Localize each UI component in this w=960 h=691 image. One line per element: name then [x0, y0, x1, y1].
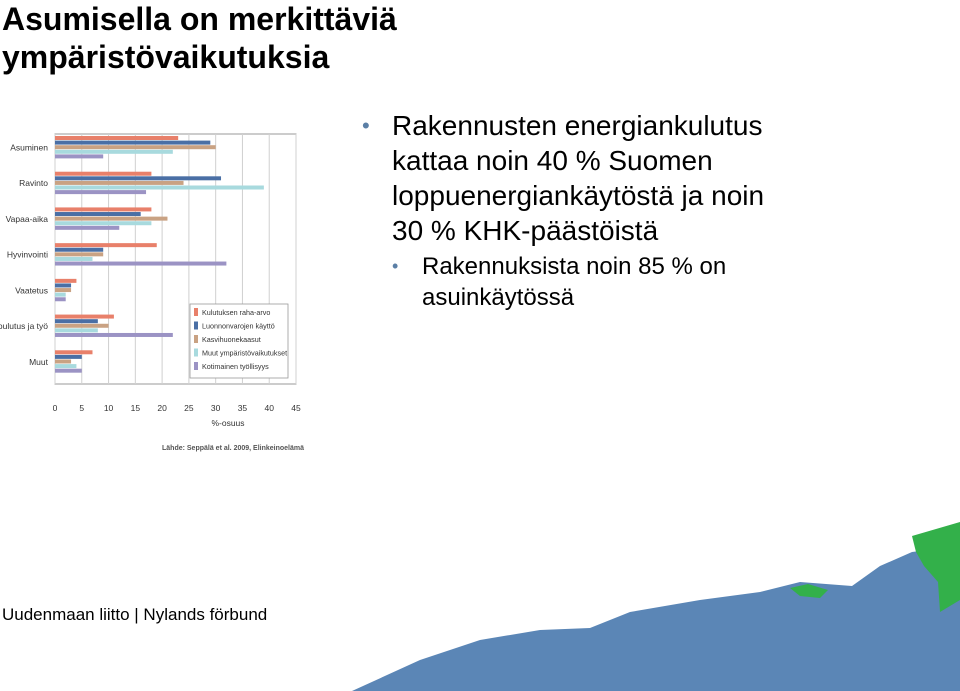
- x-tick-label: 20: [157, 403, 167, 413]
- land-shape: [912, 522, 960, 612]
- category-label: Vaatetus: [15, 285, 48, 295]
- legend-label: Luonnonvarojen käyttö: [202, 322, 275, 331]
- bar: [55, 314, 114, 319]
- bar: [55, 247, 104, 252]
- bar: [55, 368, 82, 373]
- legend-swatch: [194, 335, 198, 343]
- x-tick-label: 40: [264, 403, 274, 413]
- x-tick-label: 30: [211, 403, 221, 413]
- sub-bullet-residential: • Rakennuksista noin 85 % on asuinkäytös…: [362, 251, 952, 313]
- x-tick-label: 15: [131, 403, 141, 413]
- sea-shape: [352, 546, 960, 691]
- legend-label: Kulutuksen raha-arvo: [202, 308, 270, 317]
- bar: [55, 149, 173, 154]
- bar: [55, 278, 77, 283]
- title-line-2: ympäristövaikutuksia: [2, 39, 330, 75]
- bar: [55, 243, 157, 248]
- bar: [55, 323, 109, 328]
- bar: [55, 145, 216, 150]
- bar: [55, 171, 152, 176]
- bullet-marker-icon: •: [362, 113, 370, 138]
- bar: [55, 359, 72, 364]
- bar: [55, 216, 168, 221]
- sub-bullet-line: asuinkäytössä: [422, 284, 575, 311]
- footer-organization: Uudenmaan liitto | Nylands förbund: [2, 605, 268, 624]
- bar: [55, 185, 264, 190]
- category-label: Muut: [29, 357, 49, 367]
- legend-swatch: [194, 362, 198, 370]
- x-tick-label: 45: [291, 403, 301, 413]
- x-tick-label: 5: [79, 403, 84, 413]
- category-label: Ravinto: [19, 178, 48, 188]
- bar: [55, 319, 98, 324]
- legend-box: [189, 303, 289, 379]
- bar: [55, 225, 120, 230]
- category-label: Vapaa-aika: [6, 214, 49, 224]
- legend-swatch: [194, 308, 198, 316]
- bar: [55, 261, 227, 266]
- bar: [55, 354, 82, 359]
- bar: [55, 207, 152, 212]
- chart-source: Lähde: Seppälä et al. 2009, Elinkeinoelä…: [162, 445, 304, 452]
- bar: [55, 328, 98, 333]
- x-axis-label: %-osuus: [211, 418, 244, 428]
- legend-swatch: [194, 348, 198, 357]
- bar: [55, 154, 104, 159]
- legend-label: Kotimainen työllisyys: [202, 362, 269, 371]
- slide-title: Asumisella on merkittäviä ympäristövaiku…: [2, 0, 397, 76]
- bullet-line: Rakennusten energiankulutus: [392, 110, 763, 141]
- bar: [55, 288, 72, 293]
- bar: [55, 256, 93, 261]
- bar: [55, 190, 147, 195]
- sub-bullet-line: Rakennuksista noin 85 % on: [422, 253, 727, 280]
- bullet-list: • Rakennusten energiankulutus kattaa noi…: [362, 108, 952, 313]
- bar: [55, 283, 72, 288]
- bar: [55, 364, 77, 369]
- bar: [55, 292, 66, 297]
- bar: [55, 212, 141, 217]
- x-tick-label: 0: [53, 403, 58, 413]
- x-tick-label: 35: [238, 403, 248, 413]
- bullet-line: 30 % KHK-päästöistä: [392, 215, 659, 246]
- bullet-line: loppuenergiankäytöstä ja noin: [392, 180, 765, 211]
- land-shape: [790, 584, 828, 598]
- bar: [55, 350, 93, 355]
- category-label: Koulutus ja työ: [0, 321, 48, 331]
- category-label: Hyvinvointi: [7, 250, 48, 260]
- legend-label: Muut ympäristövaikutukset: [202, 349, 287, 358]
- legend-label: Kasvihuonekaasut: [202, 335, 261, 344]
- environmental-impact-bar-chart: 0 5 10 15 20 25 30 35 40 45 %-osuus Asuminen Ravinto…: [0, 133, 304, 452]
- bar: [55, 252, 104, 257]
- bar: [55, 140, 211, 145]
- sub-bullet-marker-icon: •: [392, 256, 399, 276]
- bar: [55, 180, 184, 185]
- bar: [55, 332, 173, 337]
- x-tick-label: 10: [104, 403, 114, 413]
- x-tick-label: 25: [184, 403, 194, 413]
- bullet-energy: • Rakennusten energiankulutus kattaa noi…: [362, 108, 952, 248]
- bar: [55, 136, 179, 140]
- bullet-line: kattaa noin 40 % Suomen: [392, 145, 713, 176]
- category-label: Asuminen: [10, 143, 48, 153]
- bar: [55, 176, 222, 181]
- legend-swatch: [194, 321, 198, 330]
- bar: [55, 297, 66, 302]
- title-line-1: Asumisella on merkittäviä: [2, 1, 397, 37]
- bar: [55, 221, 152, 226]
